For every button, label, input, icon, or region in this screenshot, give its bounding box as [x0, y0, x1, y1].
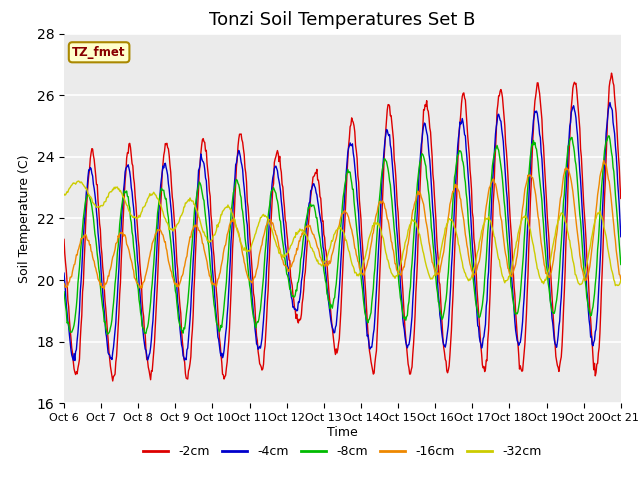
- -4cm: [183, 347, 191, 353]
- -8cm: [389, 208, 397, 214]
- Line: -8cm: -8cm: [64, 136, 621, 334]
- -32cm: [444, 220, 451, 226]
- -4cm: [566, 120, 574, 125]
- -2cm: [183, 376, 191, 382]
- Line: -4cm: -4cm: [64, 103, 621, 360]
- -8cm: [566, 137, 574, 143]
- -8cm: [60, 289, 68, 295]
- -16cm: [335, 224, 342, 230]
- -32cm: [389, 272, 397, 277]
- -32cm: [183, 199, 191, 205]
- -4cm: [71, 358, 79, 363]
- -16cm: [600, 157, 607, 163]
- X-axis label: Time: Time: [327, 426, 358, 439]
- -32cm: [566, 244, 574, 250]
- -16cm: [60, 281, 68, 287]
- -4cm: [444, 328, 451, 334]
- -16cm: [389, 246, 397, 252]
- -4cm: [207, 243, 215, 249]
- -4cm: [606, 100, 614, 106]
- -16cm: [617, 277, 625, 283]
- Line: -16cm: -16cm: [64, 160, 621, 289]
- -2cm: [335, 341, 342, 347]
- Title: Tonzi Soil Temperatures Set B: Tonzi Soil Temperatures Set B: [209, 11, 476, 29]
- -4cm: [60, 270, 68, 276]
- Legend: -2cm, -4cm, -8cm, -16cm, -32cm: -2cm, -4cm, -8cm, -16cm, -32cm: [138, 441, 547, 464]
- Y-axis label: Soil Temperature (C): Soil Temperature (C): [18, 154, 31, 283]
- Line: -2cm: -2cm: [64, 73, 621, 381]
- -32cm: [612, 283, 620, 288]
- -8cm: [444, 277, 451, 283]
- -8cm: [207, 269, 215, 275]
- -8cm: [183, 306, 191, 312]
- -2cm: [444, 370, 451, 376]
- -32cm: [60, 191, 68, 197]
- -16cm: [566, 175, 574, 180]
- -2cm: [617, 195, 625, 201]
- -16cm: [444, 219, 451, 225]
- -32cm: [207, 239, 215, 244]
- -8cm: [104, 331, 111, 337]
- -2cm: [60, 237, 68, 242]
- -8cm: [617, 262, 625, 267]
- -32cm: [75, 178, 83, 184]
- -4cm: [617, 234, 625, 240]
- -16cm: [100, 286, 108, 292]
- -16cm: [183, 253, 191, 259]
- -4cm: [335, 295, 342, 300]
- -2cm: [109, 378, 116, 384]
- -2cm: [207, 212, 215, 217]
- Line: -32cm: -32cm: [64, 181, 621, 286]
- -4cm: [389, 165, 397, 171]
- Text: TZ_fmet: TZ_fmet: [72, 46, 126, 59]
- -8cm: [605, 133, 612, 139]
- -2cm: [608, 70, 616, 76]
- -16cm: [207, 278, 215, 284]
- -2cm: [389, 129, 397, 134]
- -2cm: [566, 117, 574, 123]
- -32cm: [335, 226, 342, 231]
- -32cm: [617, 277, 625, 283]
- -8cm: [335, 253, 342, 259]
